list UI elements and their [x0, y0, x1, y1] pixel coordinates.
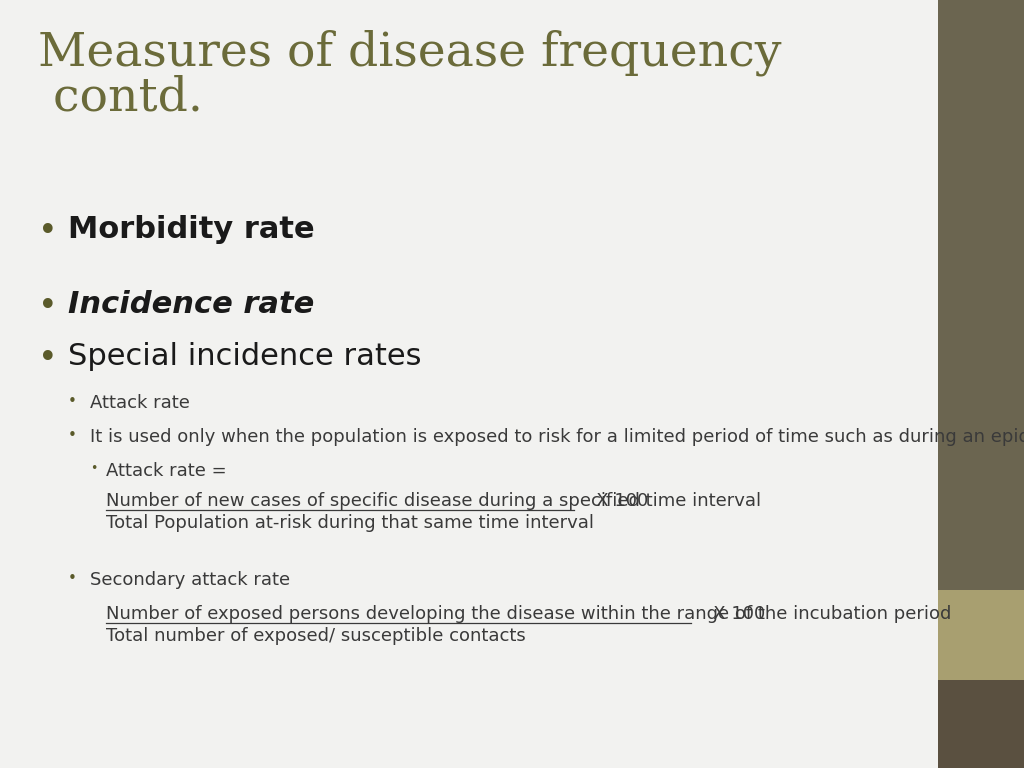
Text: Total Population at-risk during that same time interval: Total Population at-risk during that sam… — [106, 514, 594, 532]
Text: X 100: X 100 — [696, 605, 765, 624]
Text: Special incidence rates: Special incidence rates — [68, 342, 422, 371]
Text: Incidence rate: Incidence rate — [68, 290, 314, 319]
Text: Attack rate =: Attack rate = — [106, 462, 226, 480]
Text: •: • — [68, 394, 77, 409]
Text: Total number of exposed/ susceptible contacts: Total number of exposed/ susceptible con… — [106, 627, 525, 645]
Text: Attack rate: Attack rate — [90, 394, 189, 412]
Text: It is used only when the population is exposed to risk for a limited period of t: It is used only when the population is e… — [90, 428, 1024, 446]
Text: •: • — [38, 215, 57, 248]
Text: Secondary attack rate: Secondary attack rate — [90, 571, 290, 589]
Bar — [938, 0, 1024, 590]
Text: contd.: contd. — [38, 75, 203, 121]
Text: Number of exposed persons developing the disease within the range of the incubat: Number of exposed persons developing the… — [106, 605, 951, 624]
Text: •: • — [68, 571, 77, 586]
Bar — [938, 680, 1024, 768]
Text: Number of new cases of specific disease during a specified time interval: Number of new cases of specific disease … — [106, 492, 761, 510]
Text: Measures of disease frequency: Measures of disease frequency — [38, 30, 781, 77]
Text: Morbidity rate: Morbidity rate — [68, 215, 314, 244]
Text: •: • — [38, 290, 57, 323]
Text: •: • — [90, 462, 97, 475]
Text: •: • — [38, 342, 57, 375]
Bar — [938, 590, 1024, 680]
Text: •: • — [68, 428, 77, 443]
Text: X 100: X 100 — [579, 492, 648, 510]
